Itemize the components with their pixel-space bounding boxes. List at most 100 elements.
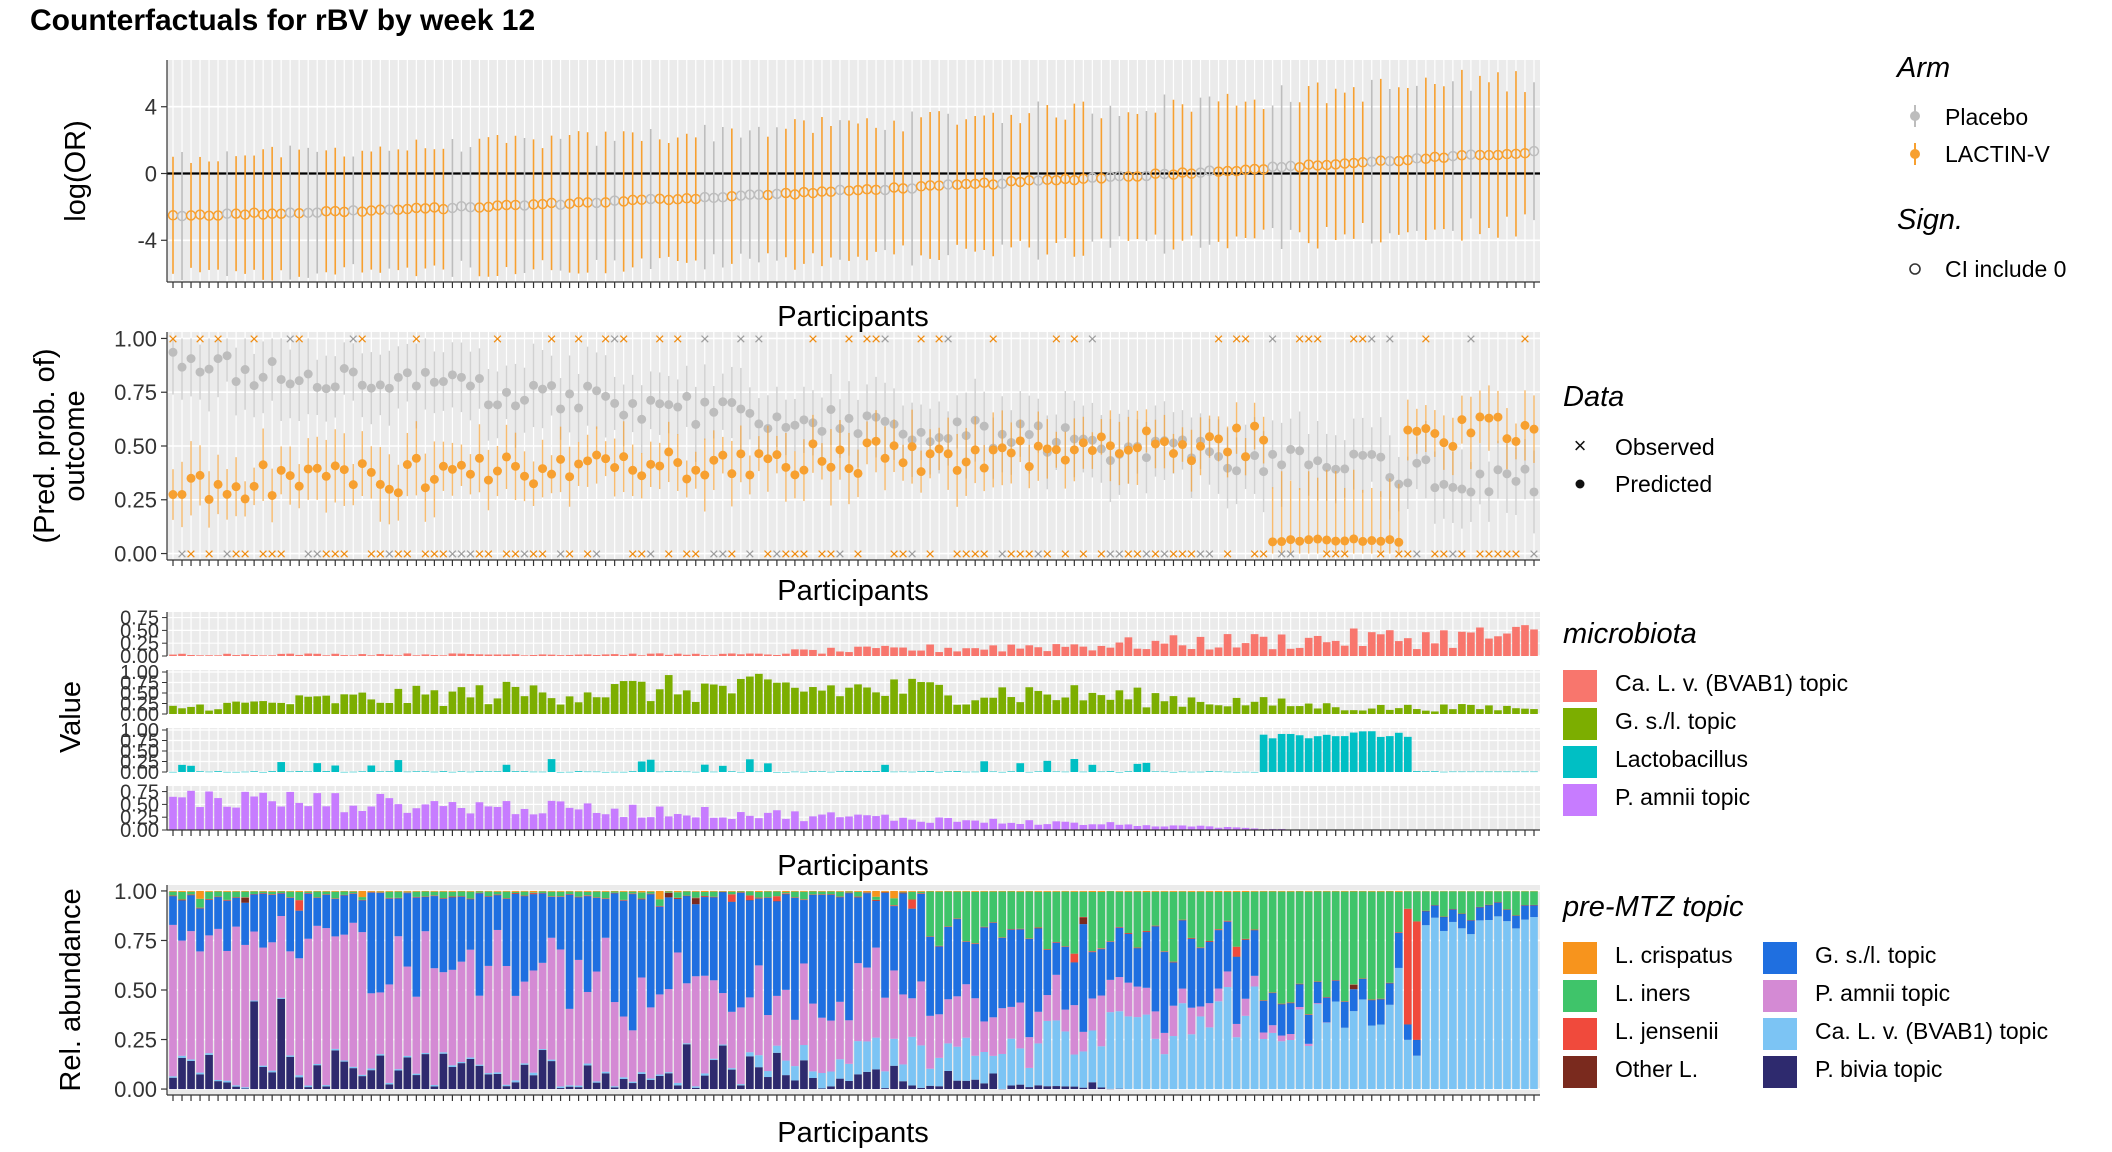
abundance-segment <box>304 1087 313 1090</box>
abundance-segment <box>1025 1037 1034 1068</box>
abundance-segment <box>592 897 601 972</box>
abundance-segment <box>755 898 763 966</box>
microbiota-bar <box>493 806 502 830</box>
abundance-segment <box>430 890 439 892</box>
outcome-predicted-placebo <box>592 386 602 396</box>
panel-outcome-y-label-line2: outcome <box>59 390 91 501</box>
microbiota-bar <box>953 821 961 830</box>
microbiota-bar <box>241 771 249 773</box>
microbiota-bar <box>700 807 709 830</box>
abundance-segment <box>935 1086 943 1090</box>
microbiota-bar <box>619 655 628 656</box>
outcome-predicted-lactin <box>1439 438 1449 448</box>
outcome-observed: × <box>538 545 548 564</box>
abundance-segment <box>205 898 213 900</box>
abundance-segment <box>755 890 763 892</box>
microbiota-bar <box>727 653 736 656</box>
abundance-segment <box>358 900 367 933</box>
legend-topic-key-4 <box>1763 942 1797 974</box>
panel-microbiota-x-label: Participants <box>777 850 929 882</box>
outcome-observed: × <box>718 545 728 564</box>
abundance-segment <box>646 1078 655 1080</box>
outcome-predicted-placebo <box>231 377 241 387</box>
outcome-observed: × <box>366 545 376 564</box>
panel-logor-x-label: Participants <box>777 301 929 333</box>
outcome-predicted-placebo <box>1060 423 1070 433</box>
abundance-segment <box>746 895 754 901</box>
abundance-segment <box>511 892 520 894</box>
microbiota-bar <box>556 655 565 656</box>
microbiota-bar <box>827 647 835 656</box>
outcome-predicted-lactin <box>718 450 728 460</box>
microbiota-bar <box>196 807 204 830</box>
microbiota-bar <box>1277 733 1286 772</box>
microbiota-bar <box>1196 701 1205 714</box>
abundance-y-tick-label: 1.00 <box>114 879 157 904</box>
outcome-predicted-placebo <box>691 419 701 429</box>
outcome-observed: × <box>682 545 692 564</box>
outcome-observed: × <box>1159 545 1169 564</box>
legend-microbiota-label-0: Ca. L. v. (BVAB1) topic <box>1615 670 1848 696</box>
abundance-segment <box>1277 890 1286 892</box>
panel-logor-y-axis: 40-4 <box>137 60 168 282</box>
legend-data-predicted-label: Predicted <box>1615 471 1712 497</box>
abundance-segment <box>610 1086 619 1088</box>
abundance-segment <box>989 891 998 923</box>
abundance-segment <box>430 1085 439 1087</box>
abundance-segment <box>881 891 889 893</box>
microbiota-bar <box>989 645 998 656</box>
outcome-predicted-lactin <box>492 466 502 476</box>
legend-topic-keys <box>1563 942 1797 1088</box>
microbiota-bar <box>737 654 745 656</box>
abundance-segment <box>1431 891 1439 906</box>
outcome-predicted-lactin <box>339 465 349 475</box>
microbiota-bar <box>1449 771 1457 773</box>
abundance-segment <box>1286 890 1295 892</box>
abundance-segment <box>583 1063 592 1066</box>
microbiota-bar <box>1106 699 1115 714</box>
abundance-segment <box>358 1074 367 1077</box>
abundance-segment <box>520 891 529 896</box>
logor-y-tick-label: -4 <box>137 228 157 253</box>
outcome-predicted-lactin <box>835 445 845 455</box>
facet-y-tick-label: 1.00 <box>120 662 159 684</box>
microbiota-bar <box>556 704 565 714</box>
microbiota-bar <box>1449 709 1457 714</box>
outcome-predicted-placebo <box>474 374 484 384</box>
abundance-segment <box>1169 1036 1178 1090</box>
outcome-predicted-placebo <box>1511 476 1521 486</box>
microbiota-bar <box>1476 627 1484 656</box>
microbiota-bar <box>511 686 520 714</box>
abundance-segment <box>1088 1030 1097 1083</box>
facet-y-tick-label: 0.00 <box>120 646 159 668</box>
microbiota-bar <box>1124 637 1133 656</box>
microbiota-bar <box>917 682 925 714</box>
abundance-segment <box>565 1086 574 1090</box>
abundance-segment <box>1277 1004 1286 1036</box>
abundance-segment <box>673 892 682 898</box>
abundance-segment <box>466 1057 475 1059</box>
abundance-segment <box>791 897 799 1020</box>
microbiota-bar <box>574 771 583 772</box>
outcome-predicted-lactin <box>736 449 746 459</box>
legend-arm-placebo-key <box>1910 111 1920 121</box>
microbiota-bar <box>791 771 799 773</box>
microbiota-bar <box>367 699 376 714</box>
abundance-segment <box>827 1020 835 1072</box>
microbiota-bar <box>1304 637 1313 656</box>
abundance-segment <box>241 1087 249 1089</box>
abundance-segment <box>944 1070 952 1090</box>
abundance-segment <box>764 1077 772 1090</box>
logor-point <box>1294 162 1305 173</box>
microbiota-bar <box>295 695 304 714</box>
outcome-observed: × <box>1304 329 1314 348</box>
outcome-predicted-lactin <box>934 444 944 454</box>
abundance-segment <box>1016 1084 1025 1090</box>
abundance-segment <box>1286 1034 1295 1041</box>
abundance-segment <box>547 1059 556 1062</box>
outcome-predicted-lactin <box>474 453 484 463</box>
microbiota-bar <box>1241 705 1250 714</box>
abundance-segment <box>1313 891 1322 982</box>
microbiota-bar <box>872 816 880 830</box>
abundance-segment <box>809 1077 817 1090</box>
